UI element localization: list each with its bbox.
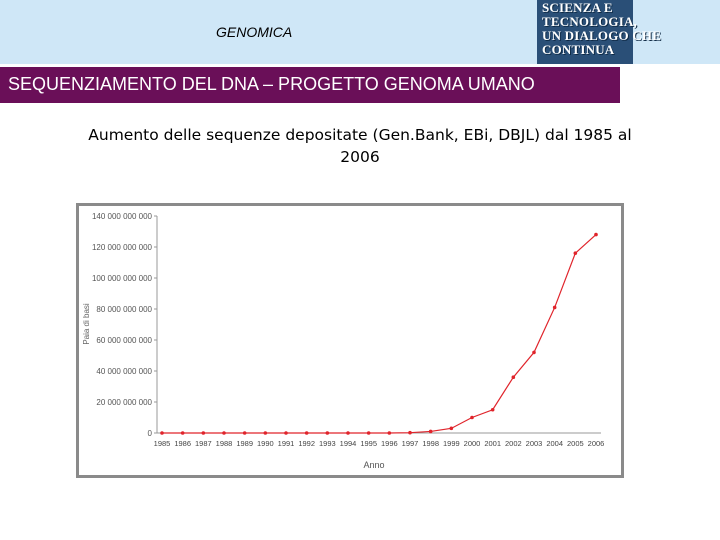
y-tick-label: 20 000 000 000 xyxy=(96,398,152,407)
brand-logo xyxy=(537,0,633,64)
data-point xyxy=(263,431,268,435)
x-tick-label: 1997 xyxy=(402,439,419,448)
logo-line-1: SCIENZA E xyxy=(542,0,613,15)
data-point xyxy=(387,431,392,435)
data-point xyxy=(242,431,247,435)
data-point xyxy=(325,431,330,435)
x-tick-label: 2003 xyxy=(526,439,543,448)
data-point xyxy=(284,431,288,435)
y-tick-label: 140 000 000 000 xyxy=(92,212,153,221)
y-tick-label: 100 000 000 000 xyxy=(92,274,153,283)
logo-line-4: CONTINUA xyxy=(542,42,615,57)
x-tick-label: 1998 xyxy=(422,439,439,448)
x-tick-label: 2000 xyxy=(464,439,481,448)
x-tick-label: 1996 xyxy=(381,439,398,448)
x-tick-label: 2004 xyxy=(546,439,563,448)
data-point xyxy=(511,375,516,379)
data-point xyxy=(366,431,371,435)
y-tick-label: 40 000 000 000 xyxy=(96,367,152,376)
data-point xyxy=(470,415,474,420)
x-tick-label: 1999 xyxy=(443,439,460,448)
data-point xyxy=(490,407,495,412)
page-title: GENOMICA xyxy=(216,24,293,40)
x-tick-label: 2002 xyxy=(505,439,522,448)
data-point xyxy=(201,431,206,435)
data-point xyxy=(532,350,536,355)
x-tick-label: 1985 xyxy=(154,439,171,448)
data-point xyxy=(160,431,164,435)
x-tick-label: 1990 xyxy=(257,439,274,448)
y-tick-label: 0 xyxy=(148,429,153,438)
x-tick-label: 2001 xyxy=(484,439,501,448)
x-tick-label: 1989 xyxy=(236,439,253,448)
x-axis-label: Anno xyxy=(363,460,384,470)
data-point xyxy=(408,430,412,435)
data-point xyxy=(180,431,185,435)
y-axis-label: Paia di basi xyxy=(82,303,91,345)
data-point xyxy=(428,429,433,434)
y-tick-label: 80 000 000 000 xyxy=(96,305,152,314)
x-tick-label: 1993 xyxy=(319,439,336,448)
x-tick-label: 1988 xyxy=(216,439,233,448)
data-point xyxy=(304,431,309,435)
x-tick-label: 1991 xyxy=(278,439,295,448)
x-tick-label: 2006 xyxy=(588,439,605,448)
y-tick-label: 120 000 000 000 xyxy=(92,243,153,252)
x-tick-label: 1986 xyxy=(174,439,191,448)
section-banner xyxy=(0,67,620,103)
logo-line-3: UN DIALOGO CHE xyxy=(542,28,662,43)
x-tick-label: 1995 xyxy=(360,439,377,448)
data-point xyxy=(594,232,598,237)
data-point xyxy=(573,251,578,255)
x-tick-label: 1992 xyxy=(298,439,315,448)
section-banner-text: SEQUENZIAMENTO DEL DNA – PROGETTO GENOMA… xyxy=(8,74,535,94)
x-tick-label: 1994 xyxy=(340,439,357,448)
data-point xyxy=(222,431,226,435)
x-tick-label: 2005 xyxy=(567,439,584,448)
data-point xyxy=(346,431,350,435)
chart-title: Aumento delle sequenze depositate (Gen.B… xyxy=(88,126,632,166)
line-chart: 0 20 000 000 000 40 000 000 000 60 000 000 … xyxy=(82,212,605,470)
data-point xyxy=(449,426,454,431)
x-tick-label: 1987 xyxy=(195,439,212,448)
logo-line-2: TECNOLOGIA, xyxy=(542,14,638,29)
series-line xyxy=(162,234,597,434)
chart-frame: 0 20 000 000 000 40 000 000 000 60 000 000 … xyxy=(76,203,624,478)
data-point xyxy=(552,305,557,310)
y-tick-label: 60 000 000 000 xyxy=(96,336,152,345)
